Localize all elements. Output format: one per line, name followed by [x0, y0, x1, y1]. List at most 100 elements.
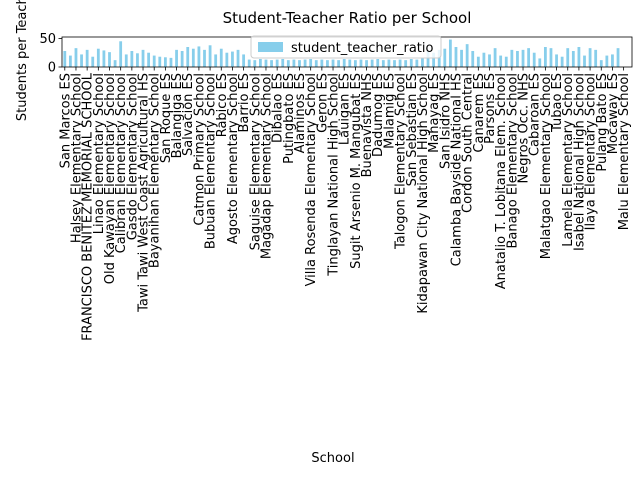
bar: [68, 55, 72, 67]
bar: [175, 49, 178, 67]
x-tick-label: Saguise Elementary School: [248, 73, 263, 250]
x-tick-label: Magadap Elementary School: [259, 73, 274, 259]
bar: [253, 60, 257, 67]
bar: [543, 47, 547, 67]
bar: [331, 59, 335, 67]
bar: [214, 54, 218, 67]
bar: [571, 51, 575, 67]
bar: [326, 60, 329, 67]
bar: [527, 48, 531, 67]
x-tick-label: Bayanihan Elementary School: [148, 73, 163, 268]
bar: [560, 56, 564, 67]
bar: [471, 51, 475, 67]
legend-swatch: [258, 42, 283, 52]
bar: [454, 47, 458, 67]
bar: [365, 60, 368, 67]
bar: [460, 49, 463, 67]
chart-title: Student-Teacher Ratio per School: [223, 9, 472, 27]
bar: [404, 60, 408, 67]
x-tick-label: Lamela Elementary School: [561, 73, 576, 247]
bar: [359, 59, 363, 67]
bar: [499, 55, 503, 67]
x-tick-label: Dadumog ES: [371, 73, 386, 157]
x-tick-label: Malamig ES: [382, 73, 397, 149]
bar: [303, 59, 307, 67]
x-tick-label: Tinglayan National High School: [327, 73, 342, 277]
x-tick-label: Alaminos ES: [293, 73, 308, 153]
x-tick-label: Tawi Tawi West Coast Agricultural HS: [137, 73, 152, 313]
x-tick-label: Banago Elementary School: [505, 73, 520, 249]
x-tick-label: Old Kawayan Elementary School: [103, 73, 118, 284]
bar: [443, 48, 447, 67]
x-tick-label: Anatalio T. Lobitana Elem. School: [494, 73, 509, 289]
x-tick-label: FRANCISCO BENITEZ MEMORIAL SCHOOL: [81, 72, 96, 341]
bar: [180, 51, 184, 67]
bar: [393, 60, 396, 67]
bar: [203, 49, 206, 67]
x-tick-label: Cabaroan ES: [528, 73, 543, 156]
x-tick-label: Buenavista NHS: [360, 73, 375, 177]
bar: [348, 59, 352, 67]
x-tick-label: San Isidro NHS: [438, 73, 453, 169]
x-tick-label: San Roque ES: [159, 73, 174, 163]
bar: [493, 48, 497, 67]
bar: [599, 60, 603, 67]
legend-label: student_teacher_ratio: [291, 41, 434, 56]
bar: [236, 49, 240, 67]
bar: [465, 44, 469, 67]
bar: [141, 49, 145, 67]
x-tick-label: Agosto Elementary School: [226, 73, 241, 244]
bar: [286, 60, 290, 67]
x-tick-label: Isabel National High School: [572, 73, 587, 251]
bar: [611, 54, 614, 67]
x-tick-label: Calamba Bayside National HS: [449, 73, 464, 266]
x-tick-label: Malatgao Elementary School: [539, 73, 554, 259]
bar: [387, 59, 391, 67]
x-tick-label: Tubao ES: [550, 73, 565, 133]
bar: [549, 48, 553, 67]
x-tick-label: Mocaway ES: [606, 73, 621, 154]
legend: student_teacher_ratio: [250, 35, 442, 59]
bar: [409, 59, 413, 67]
bar: [136, 53, 139, 67]
bar: [124, 54, 128, 67]
bar: [258, 59, 262, 67]
x-tick-label: Halsey Elementary School: [69, 73, 84, 243]
bar: [191, 48, 195, 67]
bar: [292, 59, 296, 67]
bar: [163, 57, 167, 67]
x-tick-label: Linao Elementary School: [92, 73, 107, 234]
bar: [432, 52, 436, 67]
x-tick-label: Cordon South Central: [461, 73, 476, 213]
x-tick-label: Barrio ES: [237, 73, 252, 133]
y-axis-label: Students per Teacher: [15, 0, 30, 121]
x-tick-label: Lauigan ES: [338, 73, 353, 145]
bar: [231, 51, 234, 67]
bar: [281, 59, 285, 67]
bar: [275, 59, 279, 67]
bar: [320, 59, 324, 67]
bar: [342, 59, 346, 67]
bar: [376, 59, 380, 67]
x-tick-label: Dibalao ES: [271, 73, 286, 143]
bar: [147, 52, 151, 67]
x-axis-label: School: [311, 451, 354, 466]
bar: [588, 48, 592, 67]
bar: [532, 52, 536, 67]
bar: [242, 54, 246, 67]
y-tick-label: 0: [48, 61, 56, 76]
bar: [566, 48, 570, 67]
bar: [482, 52, 486, 67]
y-tick-label: 50: [39, 32, 56, 47]
bar: [314, 60, 318, 67]
bar: [96, 48, 100, 67]
bar: [270, 60, 273, 67]
bar: [102, 50, 106, 67]
x-tick-label: Salvacion ES: [181, 73, 196, 156]
x-tick-label: San Sebastian ES: [405, 73, 420, 186]
bar: [353, 60, 357, 67]
bar: [370, 59, 374, 67]
x-tick-label: Sugit Arsenio M. Mangubat ES: [349, 73, 364, 269]
x-tick-label: Catmon Primary School: [192, 73, 207, 226]
bar: [476, 56, 480, 67]
